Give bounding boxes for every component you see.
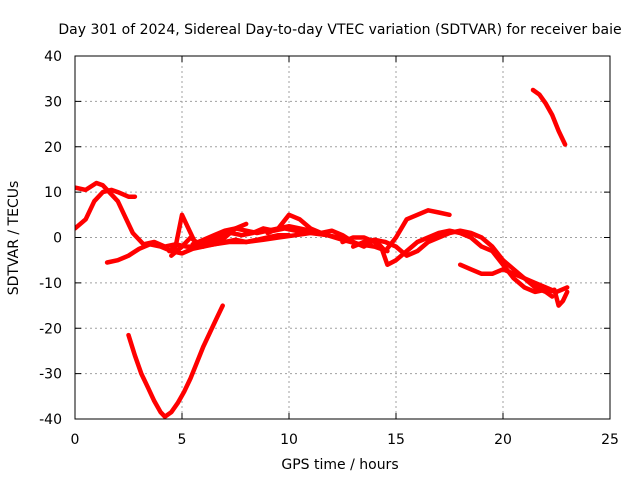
y-tick-label: 0 <box>53 231 62 247</box>
x-tick-label: 15 <box>387 432 405 448</box>
y-tick-label: 10 <box>44 185 62 201</box>
y-tick-label: 20 <box>44 140 62 156</box>
x-axis-label: GPS time / hours <box>281 457 398 473</box>
x-tick-label: 0 <box>71 432 80 448</box>
y-tick-labels: -40 -30 -20 -10 0 10 20 30 40 <box>39 49 62 428</box>
series-line-sat-e <box>166 212 249 254</box>
axis-ticks <box>74 55 611 420</box>
x-tick-label: 10 <box>280 432 298 448</box>
series-line-sat-c <box>104 232 292 265</box>
x-tick-label: 20 <box>494 432 512 448</box>
series-line-sat-l <box>126 303 225 419</box>
y-tick-label: 40 <box>44 49 62 65</box>
data-series <box>75 87 570 419</box>
series-line-sat-m <box>530 87 568 147</box>
series-line-sat-k <box>552 287 570 308</box>
y-tick-label: -40 <box>39 412 62 428</box>
x-tick-labels: 0 5 10 15 20 25 <box>71 432 619 448</box>
y-tick-label: -30 <box>39 367 62 383</box>
y-tick-label: -10 <box>39 276 62 292</box>
series-line-sat-b <box>75 187 138 231</box>
chart-title: Day 301 of 2024, Sidereal Day-to-day VTE… <box>58 22 621 38</box>
y-axis-label: SDTVAR / TECUs <box>6 181 22 296</box>
series-line-sat-j <box>457 262 570 295</box>
x-tick-label: 25 <box>601 432 619 448</box>
series-line-sat-f <box>190 223 324 247</box>
y-tick-label: -20 <box>39 321 62 337</box>
series-line-sat-h <box>340 228 559 295</box>
y-tick-label: 30 <box>44 94 62 110</box>
x-tick-label: 5 <box>178 432 187 448</box>
